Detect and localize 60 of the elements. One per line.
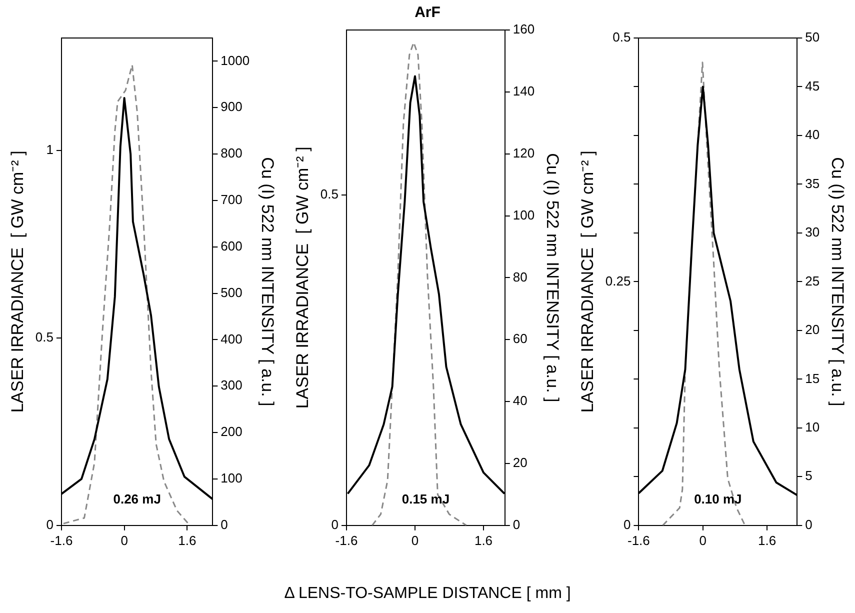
y2-tick-label: 25 xyxy=(805,273,820,288)
annotation: 0.15 mJ xyxy=(402,491,450,506)
y2-tick-label: 100 xyxy=(220,470,242,486)
y2-tick-label: 0 xyxy=(805,516,812,532)
y2-tick-label: 900 xyxy=(220,99,242,114)
y2-tick-label: 30 xyxy=(805,224,820,240)
y-tick-label: 0.25 xyxy=(605,273,631,288)
y2-tick-label: 120 xyxy=(512,145,535,160)
y2-tick-label: 140 xyxy=(512,84,535,99)
y-tick-label: 0.5 xyxy=(35,330,54,345)
x-tick-label: -1.6 xyxy=(50,532,73,548)
y2-tick-label: 800 xyxy=(220,146,242,161)
y2-tick-label: 100 xyxy=(512,207,535,222)
y2-tick-label: 200 xyxy=(220,424,242,440)
y2-axis-title: Cu (I) 522 nm INTENSITY [ a.u. ] xyxy=(258,157,278,406)
y2-tick-label: 0 xyxy=(512,516,520,532)
y-axis-title: LASER IRRADIANCE [ GW cm⁻² ] xyxy=(578,150,597,413)
annotation: 0.10 mJ xyxy=(694,491,742,506)
y2-tick-label: 500 xyxy=(220,284,242,300)
y-tick-label: 0.5 xyxy=(612,30,631,45)
line-series xyxy=(62,64,191,526)
y-tick-label: 1 xyxy=(46,142,54,158)
x-tick-label: 0 xyxy=(699,532,706,548)
chart-title: ArF xyxy=(414,4,440,22)
y-tick-label: 0.5 xyxy=(320,186,338,202)
y2-tick-label: 160 xyxy=(512,22,535,37)
y2-tick-label: 60 xyxy=(512,331,528,346)
y2-axis-title: Cu (I) 522 nm INTENSITY [ a.u. ] xyxy=(543,153,562,402)
y2-tick-label: 15 xyxy=(805,370,820,386)
y2-tick-label: 35 xyxy=(805,176,820,191)
y2-tick-label: 300 xyxy=(220,378,242,393)
y2-axis-title: Cu (I) 522 nm INTENSITY [ a.u. ] xyxy=(828,157,848,406)
y2-tick-label: 50 xyxy=(805,30,820,45)
x-tick-label: -1.6 xyxy=(335,532,358,548)
y2-tick-label: 400 xyxy=(220,331,242,346)
y2-tick-label: 0 xyxy=(220,516,228,532)
y2-tick-label: 20 xyxy=(512,455,528,470)
x-tick-label: 1.6 xyxy=(178,532,196,548)
y2-tick-label: 700 xyxy=(220,192,242,208)
y2-tick-label: 10 xyxy=(805,420,820,434)
x-axis-title: Δ LENS-TO-SAMPLE DISTANCE [ mm ] xyxy=(283,585,572,603)
annotation: 0.26 mJ xyxy=(113,491,161,506)
y2-tick-label: 45 xyxy=(805,78,820,94)
x-tick-label: -1.6 xyxy=(628,532,650,548)
x-tick-label: 1.6 xyxy=(474,532,493,548)
y-tick-label: 0 xyxy=(46,516,54,532)
y2-tick-label: 5 xyxy=(805,468,812,484)
x-tick-label: 1.6 xyxy=(758,532,776,548)
x-tick-label: 0 xyxy=(411,532,419,548)
x-tick-label: 0 xyxy=(120,532,128,548)
y-tick-label: 0 xyxy=(623,516,631,532)
line-series xyxy=(371,42,468,526)
y2-tick-label: 1000 xyxy=(220,52,250,68)
y2-tick-label: 80 xyxy=(512,269,528,284)
y2-tick-label: 600 xyxy=(220,238,242,254)
y-axis-title: LASER IRRADIANCE [ GW cm⁻² ] xyxy=(8,150,27,413)
y2-tick-label: 40 xyxy=(805,127,820,142)
y2-tick-label: 40 xyxy=(512,393,528,408)
y2-tick-label: 20 xyxy=(805,322,820,338)
y-axis-title: LASER IRRADIANCE [ GW cm⁻² ] xyxy=(292,146,312,409)
